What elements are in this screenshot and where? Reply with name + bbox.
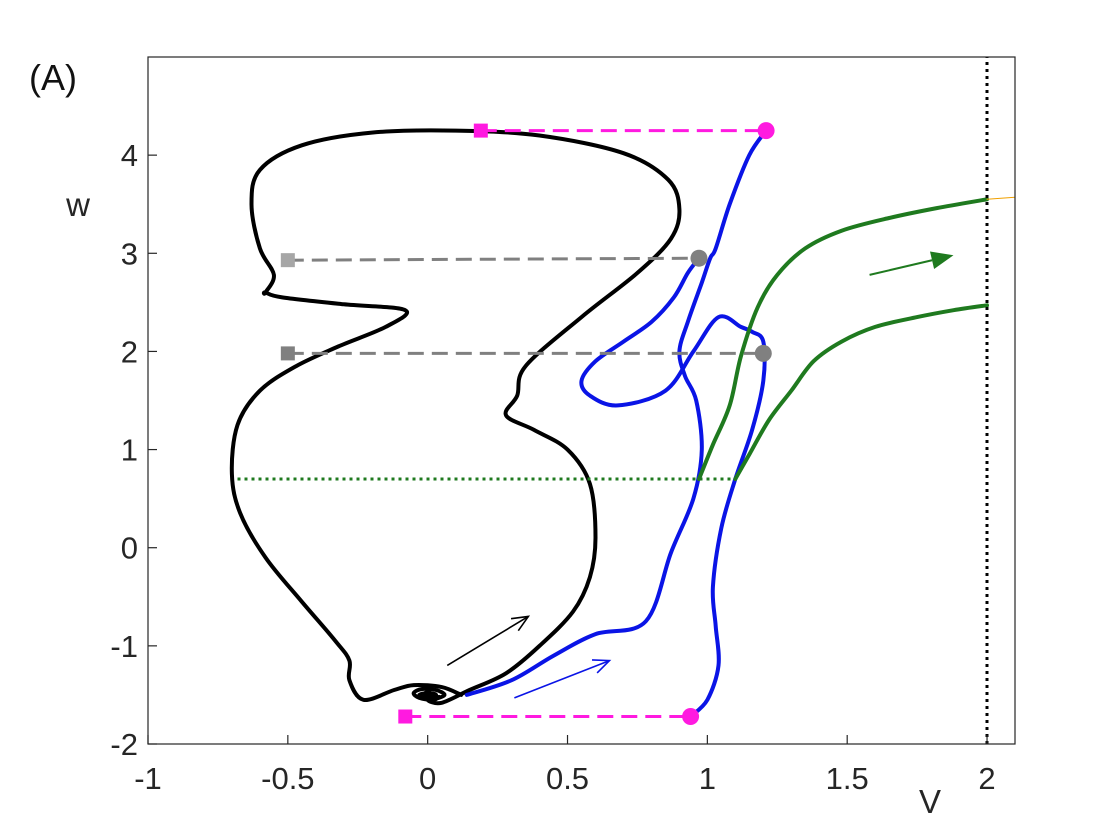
y-tick-label: 0 xyxy=(121,531,138,566)
y-tick-label: 3 xyxy=(121,236,138,271)
panel-label: (A) xyxy=(29,57,77,98)
marker-magenta-circle-bottom xyxy=(682,708,700,726)
x-tick-label: 1 xyxy=(699,761,716,796)
marker-grey-circle-lower xyxy=(754,344,772,362)
blue-arrow xyxy=(514,659,612,699)
black-arrow-shaft xyxy=(446,615,529,667)
x-ticks: -1 -0.5 0 0.5 1 1.5 2 xyxy=(134,735,996,796)
green-arrow xyxy=(869,251,954,276)
y-tick-label: 2 xyxy=(121,334,138,369)
x-tick-label: 0 xyxy=(419,761,436,796)
marker-grey-square-lower xyxy=(280,346,295,361)
series-grey-upper-dashed xyxy=(287,256,700,262)
y-tick-label: 4 xyxy=(121,138,138,173)
marker-grey-square-upper xyxy=(280,253,295,268)
marker-magenta-square-top xyxy=(473,123,488,138)
x-tick-label: 0.5 xyxy=(546,761,589,796)
marker-magenta-square-bottom xyxy=(398,709,413,724)
marker-grey-circle-upper xyxy=(690,249,708,267)
marker-magenta-circle-top xyxy=(757,122,775,140)
x-tick-label: 1.5 xyxy=(826,761,869,796)
blue-arrow-shaft xyxy=(514,659,610,699)
black-arrow-head xyxy=(510,615,531,632)
y-tick-label: -2 xyxy=(110,727,138,762)
series-black-trajectory xyxy=(229,128,682,706)
green-arrow-shaft xyxy=(869,259,933,276)
y-tick-label: 1 xyxy=(121,433,138,468)
x-tick-label: -1 xyxy=(134,761,162,796)
series-blue-trajectory-1 xyxy=(464,128,769,697)
x-axis-label: V xyxy=(919,783,941,820)
green-arrow-head xyxy=(929,251,954,270)
x-tick-label: -0.5 xyxy=(261,761,314,796)
marker-black-dot-center xyxy=(422,689,433,700)
y-axis-label: w xyxy=(65,186,90,223)
series-orange-thin xyxy=(986,196,1015,200)
plot-area xyxy=(229,57,1015,744)
series-green-trajectory-2 xyxy=(733,303,989,481)
y-ticks: -2 -1 0 1 2 3 4 xyxy=(110,138,157,762)
axes-box xyxy=(147,56,1016,745)
series-green-trajectory-1 xyxy=(697,197,989,481)
y-tick-label: -1 xyxy=(110,629,138,664)
series-blue-trajectory-2 xyxy=(579,256,767,719)
series-black-spiral-inner xyxy=(411,686,447,702)
blue-arrow-head xyxy=(591,659,612,674)
x-tick-label: 2 xyxy=(978,761,995,796)
black-arrow xyxy=(446,615,531,667)
